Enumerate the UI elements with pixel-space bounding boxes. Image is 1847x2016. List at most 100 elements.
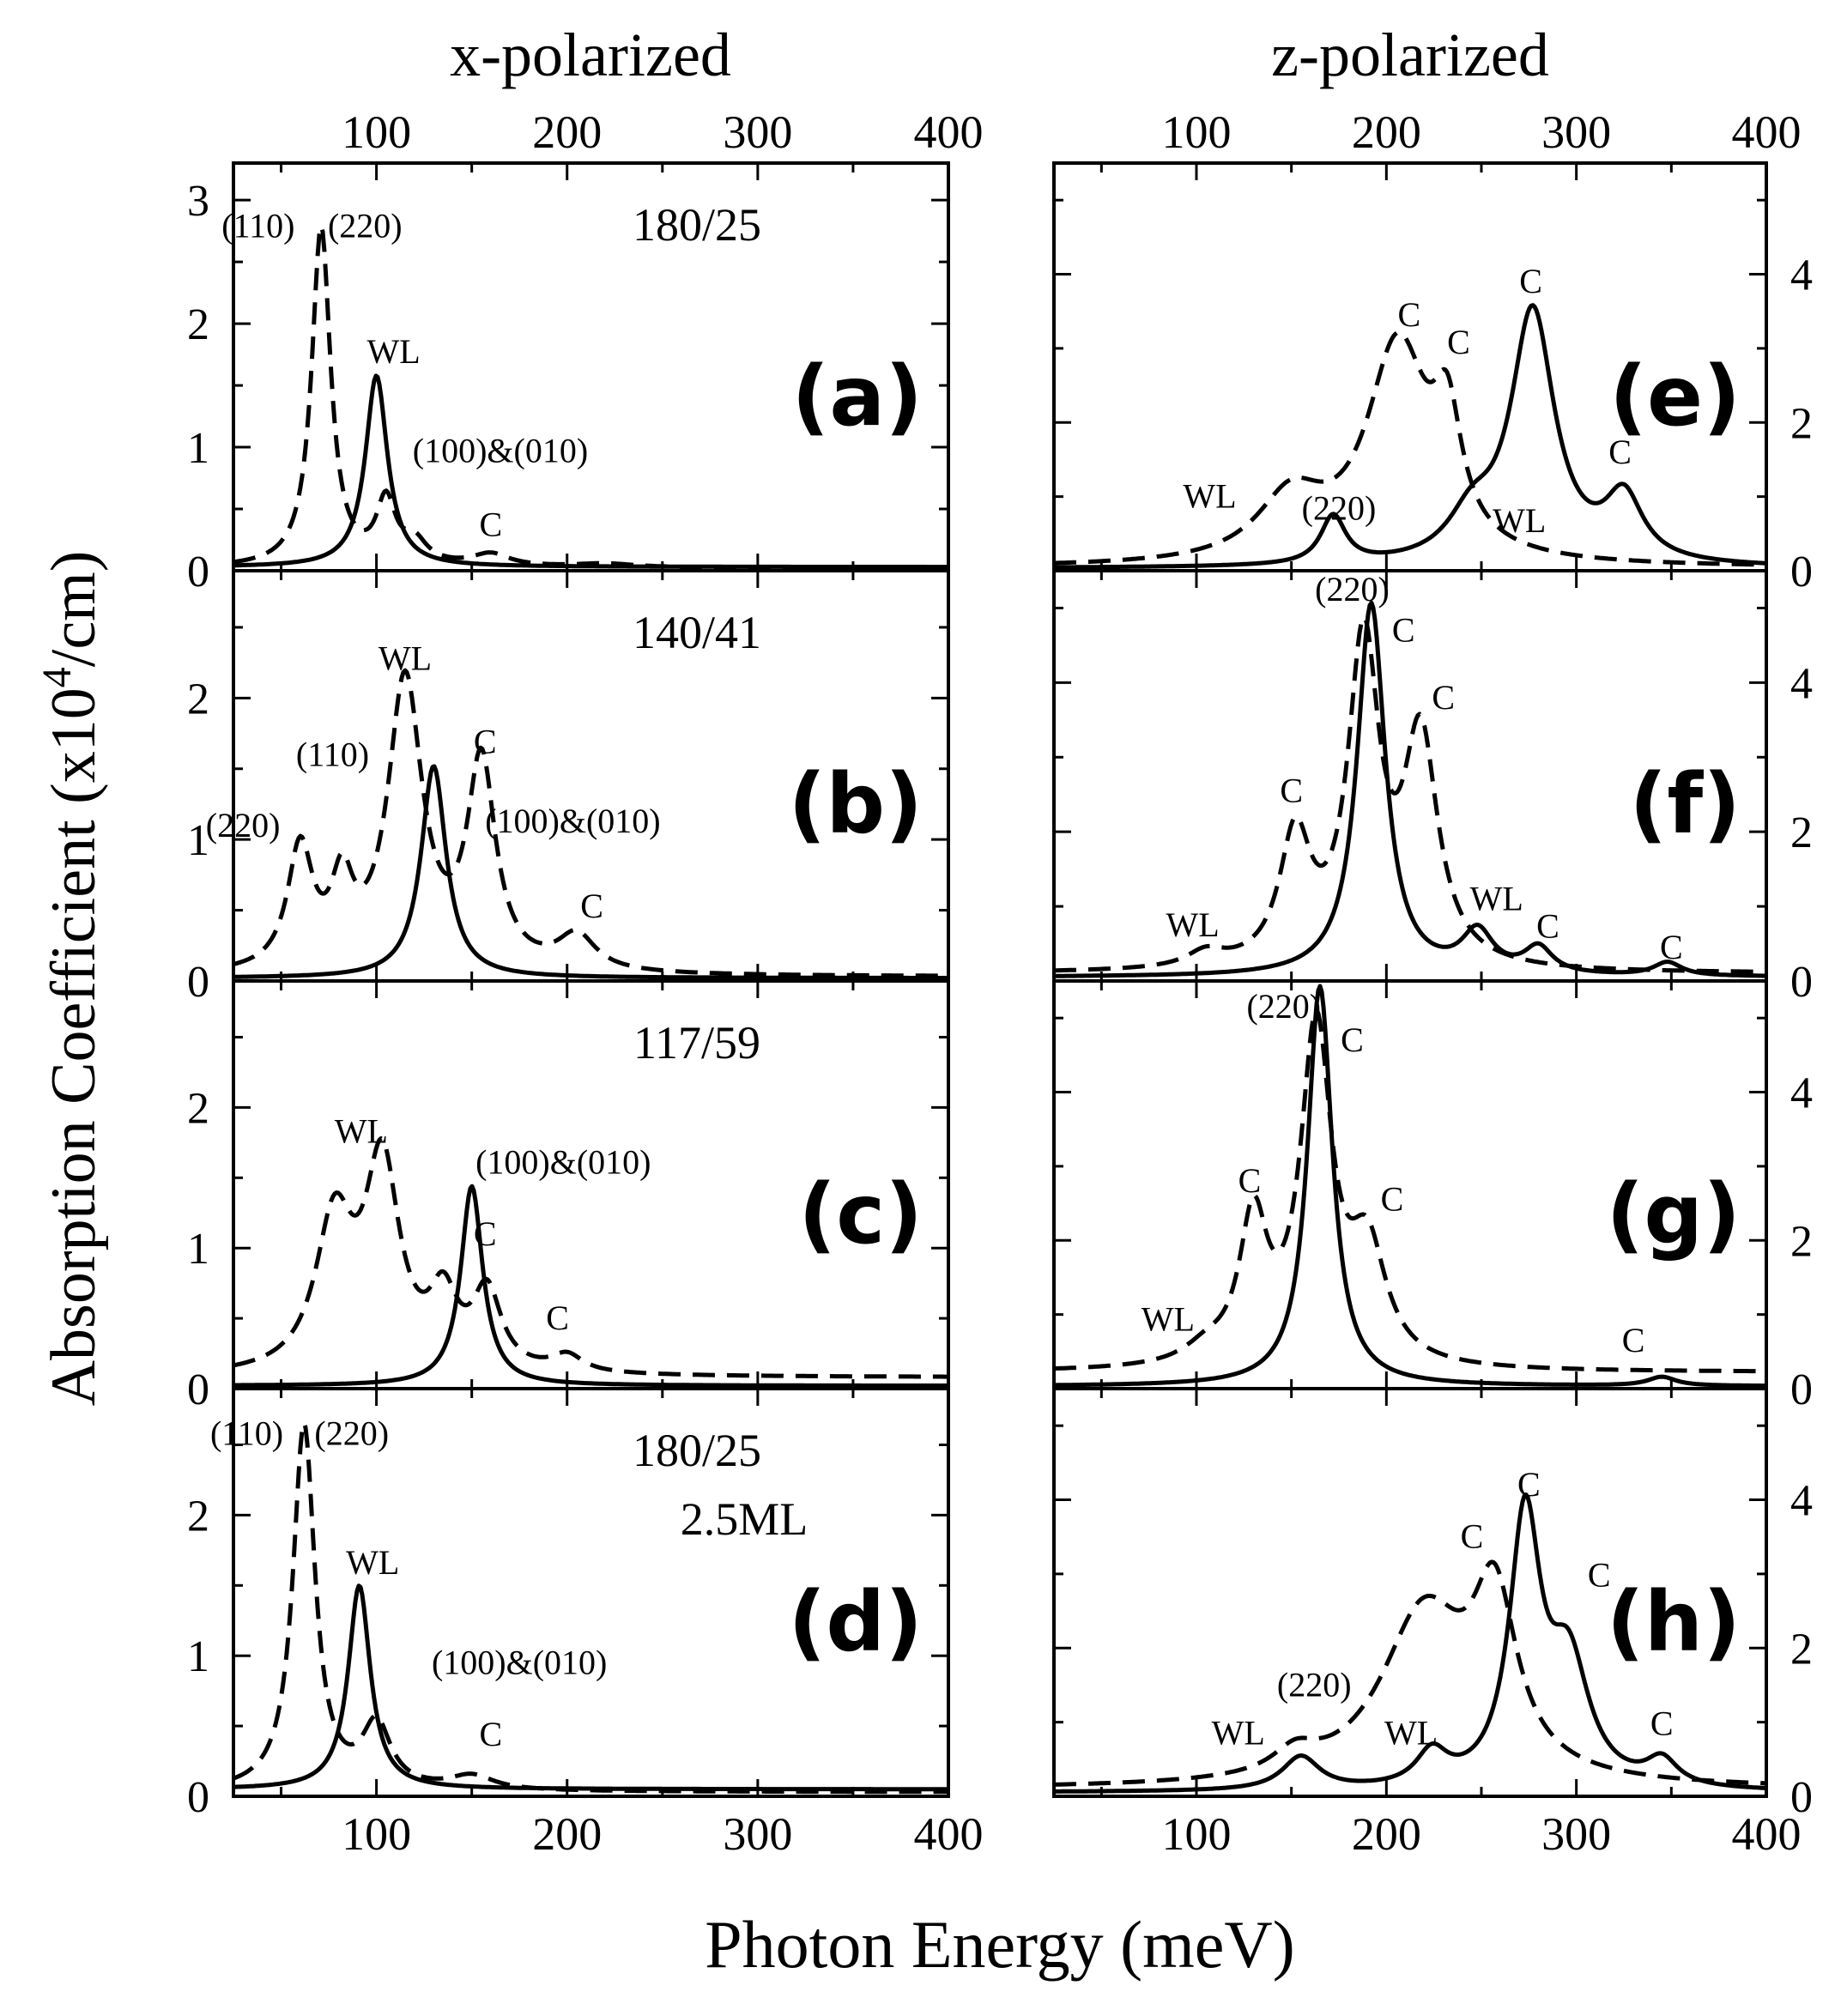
y-tick-label-a: 1	[187, 424, 209, 473]
series-solid-h	[1054, 1492, 1766, 1794]
peak-label-b: (110)	[296, 735, 369, 773]
series-dashed-e	[1054, 330, 1766, 567]
y-tick-label-d: 2	[187, 1492, 209, 1541]
panel-letter-h: (h)	[1607, 1574, 1741, 1670]
y-tick-label-b: 0	[187, 958, 209, 1007]
peak-label-f: C	[1392, 611, 1415, 650]
peak-label-a: (110)	[221, 206, 294, 245]
peak-label-a: (100)&(010)	[413, 431, 588, 469]
x-tick-label-bottom-d: 300	[723, 1808, 792, 1860]
peak-label-c: C	[474, 1214, 497, 1253]
y-tick-label-b: 2	[187, 675, 209, 723]
peak-label-f: WL	[1166, 905, 1219, 944]
y-tick-label-c: 0	[187, 1365, 209, 1414]
peak-label-f: C	[1432, 678, 1455, 717]
panel-letter-d: (d)	[789, 1574, 923, 1670]
y-tick-label-h: 4	[1790, 1477, 1813, 1526]
panel-letter-b: (b)	[789, 756, 923, 852]
peak-label-g: C	[1622, 1321, 1645, 1359]
panel-frame-d	[232, 1387, 950, 1798]
peak-label-h: (220)	[1277, 1665, 1352, 1704]
series-dashed-c	[233, 1136, 948, 1379]
y-tick-label-g: 4	[1790, 1069, 1813, 1118]
y-tick-label-g: 2	[1790, 1217, 1813, 1266]
peak-label-c: C	[546, 1299, 569, 1337]
series-dashed-d	[233, 1420, 948, 1795]
peak-label-e: C	[1608, 433, 1632, 471]
peak-label-h: C	[1461, 1517, 1484, 1556]
x-tick-label-top-e: 300	[1541, 106, 1611, 158]
y-tick-label-a: 2	[187, 300, 209, 349]
series-solid-g	[1054, 984, 1766, 1389]
y-tick-label-g: 0	[1790, 1365, 1813, 1414]
y-tick-label-b: 1	[187, 816, 209, 865]
peak-label-d: (110)	[210, 1414, 283, 1453]
x-axis-label: Photon Energy (meV)	[705, 1907, 1294, 1982]
x-tick-label-top-e: 400	[1732, 106, 1802, 158]
panel-annotation-d: 180/25	[633, 1425, 761, 1476]
x-tick-label-top-a: 300	[723, 106, 792, 158]
peak-label-f: C	[1536, 907, 1559, 946]
series-dashed-a	[233, 223, 948, 571]
panel-letter-a: (a)	[791, 348, 923, 445]
peak-label-b: C	[580, 887, 603, 925]
y-tick-label-e: 0	[1790, 548, 1813, 596]
peak-label-c: (100)&(010)	[475, 1142, 651, 1181]
y-tick-label-h: 2	[1790, 1625, 1813, 1674]
panel-annotation-c: 117/59	[633, 1017, 760, 1069]
y-tick-label-e: 4	[1790, 251, 1813, 300]
peak-label-f: WL	[1470, 879, 1523, 917]
x-tick-label-top-a: 200	[532, 106, 602, 158]
y-tick-label-c: 1	[187, 1225, 209, 1274]
peak-label-f: (220)	[1315, 570, 1390, 608]
peak-label-e: C	[1519, 262, 1542, 300]
peak-label-a: (220)	[328, 206, 403, 245]
x-tick-label-bottom-d: 400	[914, 1808, 984, 1860]
series-solid-c	[233, 1184, 948, 1388]
y-tick-label-d: 0	[187, 1773, 209, 1822]
peak-label-d: (220)	[314, 1414, 389, 1453]
peak-label-f: C	[1280, 771, 1303, 809]
peak-label-h: WL	[1384, 1714, 1438, 1753]
x-tick-label-top-a: 100	[342, 106, 411, 158]
peak-label-e: WL	[1493, 501, 1546, 540]
title-x-polarized: x-polarized	[450, 21, 731, 89]
peak-label-h: C	[1650, 1704, 1674, 1742]
peak-label-b: WL	[378, 639, 432, 677]
x-tick-label-bottom-h: 200	[1352, 1808, 1421, 1860]
peak-label-e: C	[1447, 323, 1470, 361]
peak-label-a: WL	[366, 332, 420, 371]
panel-frame-h	[1052, 1387, 1768, 1798]
peak-label-g: C	[1381, 1180, 1404, 1219]
panel-letter-g: (g)	[1607, 1166, 1741, 1262]
peak-label-f: C	[1660, 928, 1683, 966]
peak-label-h: C	[1588, 1556, 1611, 1595]
panel-letter-e: (e)	[1609, 348, 1741, 445]
panel-annotation2-d: 2.5ML	[681, 1493, 808, 1545]
peak-label-g: WL	[1142, 1300, 1195, 1339]
y-tick-label-f: 4	[1790, 659, 1813, 708]
peak-label-d: C	[480, 1715, 503, 1753]
peak-label-h: C	[1517, 1465, 1541, 1504]
title-z-polarized: z-polarized	[1271, 21, 1549, 89]
peak-label-e: C	[1398, 295, 1421, 334]
y-tick-label-a: 0	[187, 548, 209, 596]
panel-annotation-a: 180/25	[633, 199, 761, 251]
x-tick-label-top-e: 100	[1162, 106, 1232, 158]
peak-label-g: C	[1238, 1161, 1262, 1200]
y-tick-label-d: 1	[187, 1632, 209, 1681]
y-tick-label-e: 2	[1790, 399, 1813, 448]
peak-label-e: WL	[1183, 477, 1236, 516]
panel-annotation-b: 140/41	[633, 607, 761, 658]
peak-label-d: WL	[346, 1543, 399, 1582]
peak-label-c: WL	[335, 1111, 388, 1150]
peak-label-b: C	[474, 723, 497, 761]
x-tick-label-top-e: 200	[1352, 106, 1421, 158]
x-tick-label-bottom-h: 100	[1162, 1808, 1232, 1860]
panel-letter-c: (c)	[798, 1166, 923, 1262]
peak-label-b: (100)&(010)	[485, 802, 660, 840]
y-tick-label-a: 3	[187, 177, 209, 226]
y-tick-label-h: 0	[1790, 1773, 1813, 1822]
x-tick-label-bottom-h: 400	[1732, 1808, 1802, 1860]
